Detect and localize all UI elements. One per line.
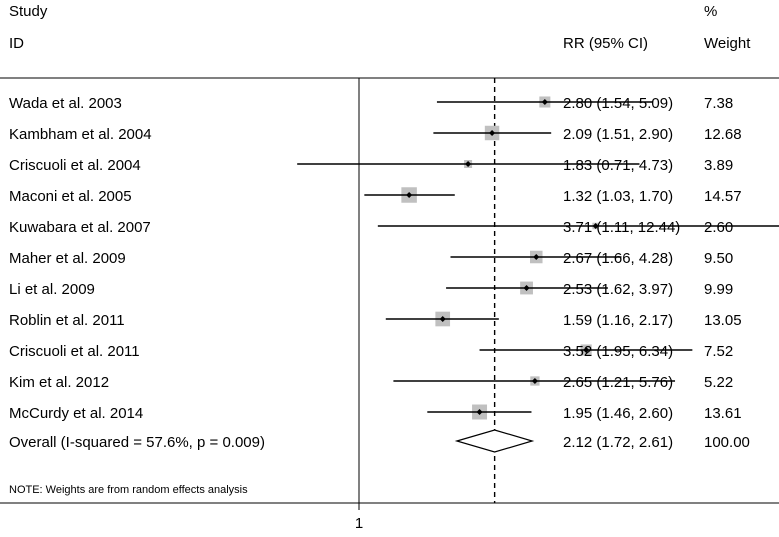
header-weight-percent: % xyxy=(704,3,717,20)
study-ci-text: 2.65 (1.21, 5.76) xyxy=(563,374,673,391)
overall-diamond xyxy=(454,429,535,453)
study-weight: 13.61 xyxy=(704,405,742,422)
study-label: McCurdy et al. 2014 xyxy=(9,405,143,422)
study-row: Roblin et al. 2011 1.59 (1.16, 2.17) 13.05 xyxy=(9,311,742,329)
study-row: Maconi et al. 2005 1.32 (1.03, 1.70) 14.57 xyxy=(9,187,742,205)
study-label: Li et al. 2009 xyxy=(9,281,95,298)
study-ci-text: 3.71 (1.11, 12.44) xyxy=(563,219,680,236)
study-ci-text: 1.83 (0.71, 4.73) xyxy=(563,157,673,174)
x-axis-ticks: .0804112.4 xyxy=(355,503,363,532)
study-weight: 9.50 xyxy=(704,250,733,267)
study-label: Kambham et al. 2004 xyxy=(9,126,152,143)
study-row: Kuwabara et al. 2007 3.71 (1.11, 12.44) 2.… xyxy=(9,219,779,236)
weights-note: NOTE: Weights are from random effects an… xyxy=(9,484,248,496)
study-row: Wada et al. 2003 2.80 (1.54, 5.09) 7.38 xyxy=(9,95,733,112)
study-label: Kuwabara et al. 2007 xyxy=(9,219,151,236)
study-label: Maher et al. 2009 xyxy=(9,250,126,267)
study-ci-text: 2.80 (1.54, 5.09) xyxy=(563,95,673,112)
study-ci-text: 2.67 (1.66, 4.28) xyxy=(563,250,673,267)
study-label: Criscuoli et al. 2011 xyxy=(9,343,140,360)
study-label: Kim et al. 2012 xyxy=(9,374,109,391)
study-weight: 3.89 xyxy=(704,157,733,174)
study-row: Criscuoli et al. 2011 3.52 (1.95, 6.34) 7.… xyxy=(9,343,733,360)
point-estimate xyxy=(489,130,496,136)
study-weight: 9.99 xyxy=(704,281,733,298)
point-estimate xyxy=(439,316,446,322)
point-estimate xyxy=(476,409,483,415)
study-label: Maconi et al. 2005 xyxy=(9,188,132,205)
study-label: Roblin et al. 2011 xyxy=(9,312,125,329)
header-id: ID xyxy=(9,35,24,52)
header-weight: Weight xyxy=(704,35,751,52)
study-row: Kambham et al. 2004 2.09 (1.51, 2.90) 12.6… xyxy=(9,125,742,143)
point-estimate xyxy=(531,378,538,384)
overall-label: Overall (I-squared = 57.6%, p = 0.009) xyxy=(9,434,265,451)
study-weight: 5.22 xyxy=(704,374,733,391)
point-estimate xyxy=(541,99,548,105)
study-weight: 7.38 xyxy=(704,95,733,112)
study-row: Li et al. 2009 2.53 (1.62, 3.97) 9.99 xyxy=(9,281,733,298)
point-estimate xyxy=(592,223,599,229)
study-ci-text: 2.09 (1.51, 2.90) xyxy=(563,126,673,143)
overall-ci-text: 2.12 (1.72, 2.61) xyxy=(563,434,673,451)
study-rows: Wada et al. 2003 2.80 (1.54, 5.09) 7.38 Kam… xyxy=(9,95,779,422)
study-weight: 13.05 xyxy=(704,312,742,329)
study-row: Criscuoli et al. 2004 1.83 (0.71, 4.73) 3.… xyxy=(9,157,733,174)
study-ci-text: 2.53 (1.62, 3.97) xyxy=(563,281,673,298)
study-row: Kim et al. 2012 2.65 (1.21, 5.76) 5.22 xyxy=(9,374,733,391)
study-label: Wada et al. 2003 xyxy=(9,95,122,112)
study-weight: 7.52 xyxy=(704,343,733,360)
point-estimate xyxy=(523,285,530,291)
study-ci-text: 3.52 (1.95, 6.34) xyxy=(563,343,673,360)
point-estimate xyxy=(533,254,540,260)
header-study: Study xyxy=(9,3,48,20)
study-weight: 14.57 xyxy=(704,188,742,205)
overall-weight: 100.00 xyxy=(704,434,750,451)
point-estimate xyxy=(583,347,590,353)
study-weight: 2.60 xyxy=(704,219,733,236)
header-rr: RR (95% CI) xyxy=(563,35,648,52)
x-tick-label: 1 xyxy=(355,515,363,532)
study-row: McCurdy et al. 2014 1.95 (1.46, 2.60) 13.6… xyxy=(9,404,742,422)
point-estimate xyxy=(406,192,413,198)
study-ci-text: 1.59 (1.16, 2.17) xyxy=(563,312,673,329)
study-weight: 12.68 xyxy=(704,126,742,143)
point-estimate xyxy=(465,161,472,167)
study-ci-text: 1.32 (1.03, 1.70) xyxy=(563,188,673,205)
study-ci-text: 1.95 (1.46, 2.60) xyxy=(563,405,673,422)
study-label: Criscuoli et al. 2004 xyxy=(9,157,141,174)
study-row: Maher et al. 2009 2.67 (1.66, 4.28) 9.50 xyxy=(9,250,733,267)
